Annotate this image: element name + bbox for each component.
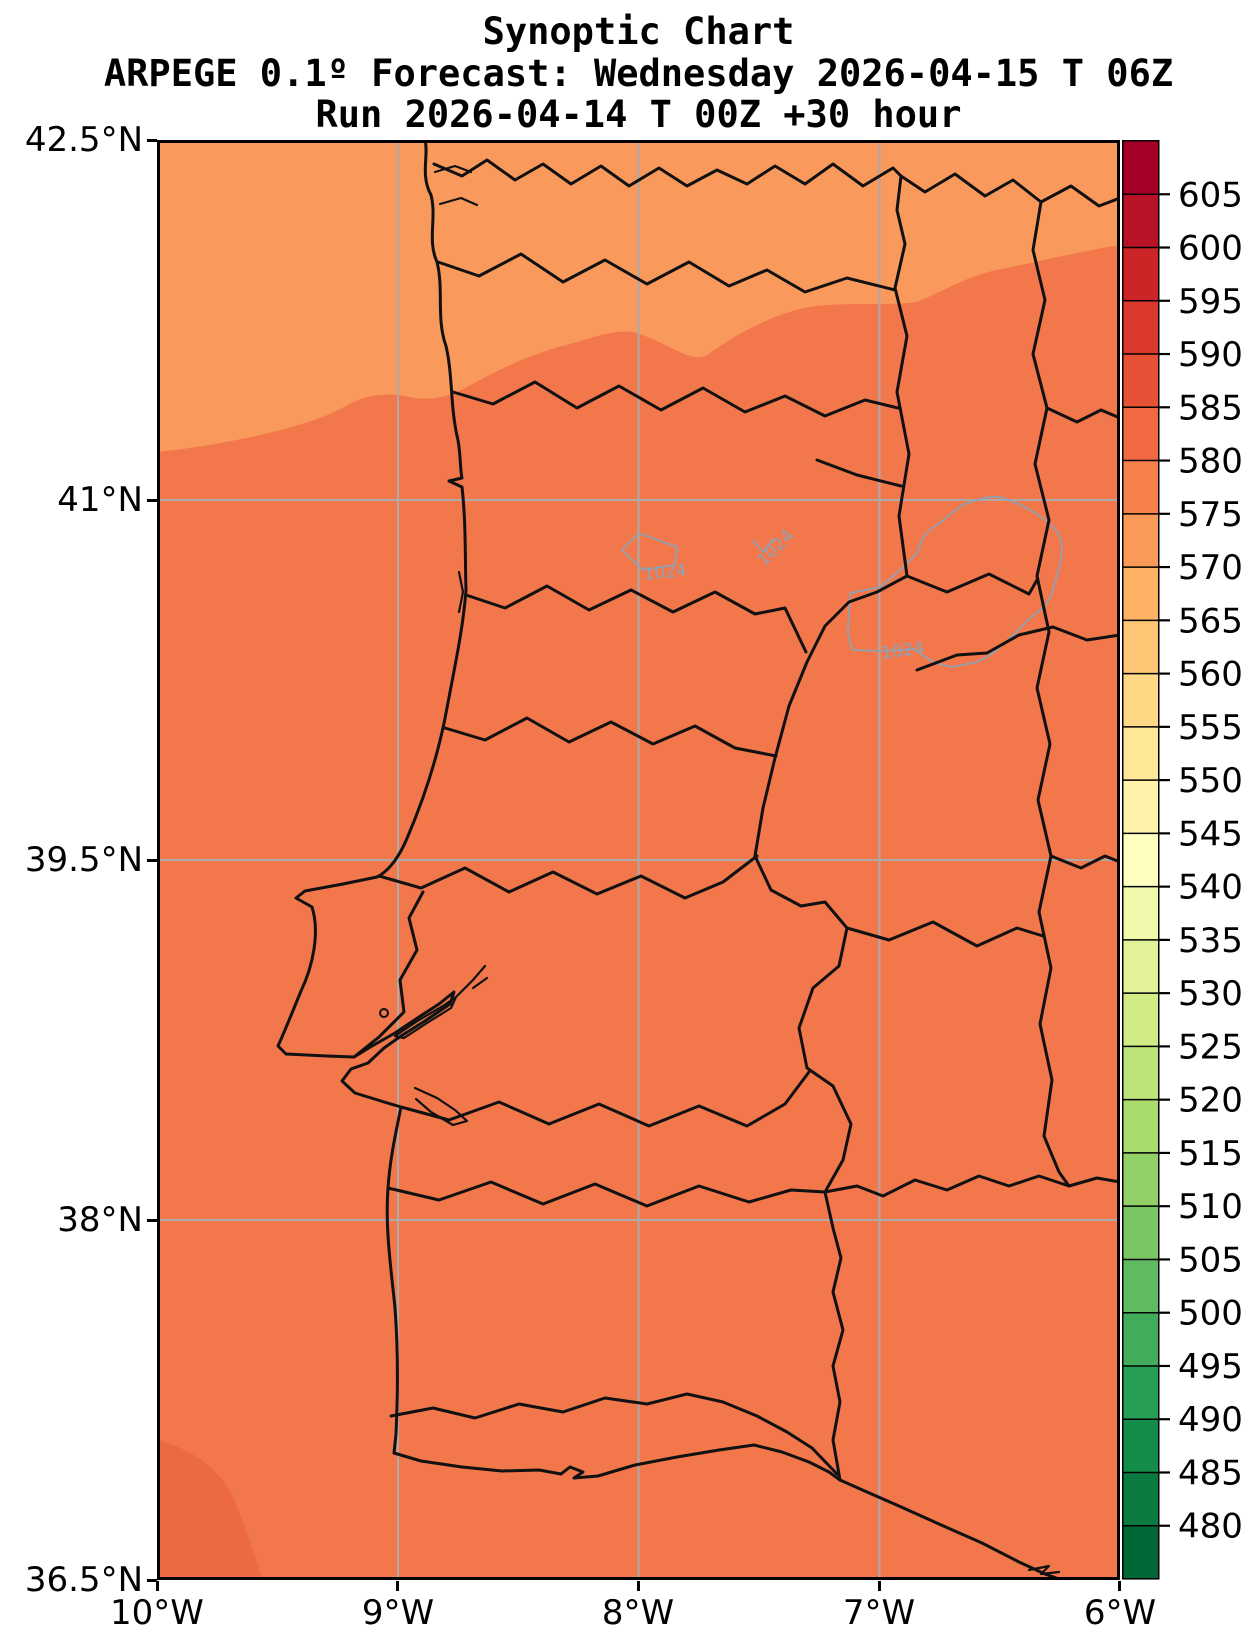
colorbar-segment [1123,1259,1159,1313]
colorbar-segment [1123,407,1159,461]
y-tick-38n: 38°N [0,1199,143,1241]
y-tick-41n: 41°N [0,479,143,521]
colorbar-tick-label: 595 [1178,282,1243,322]
colorbar-segment [1123,567,1159,621]
colorbar-tick-label: 545 [1178,814,1243,854]
chart-title: Synoptic Chart [19,10,1258,53]
colorbar-tick-label: 520 [1178,1081,1243,1121]
colorbar-segment [1123,301,1159,355]
colorbar-tick-label: 550 [1178,761,1243,801]
colorbar-tick-label: 540 [1178,868,1243,908]
colorbar-segment [1123,1206,1159,1260]
y-tickmark [147,859,157,862]
chart-run-info: Run 2026-04-14 T 00Z +30 hour [19,93,1258,136]
colorbar-tick-label: 525 [1178,1027,1243,1067]
colorbar-tick-label: 575 [1178,495,1243,535]
colorbar-segment [1123,940,1159,994]
colorbar-segment [1123,1046,1159,1100]
x-tick-9w: 9°W [318,1592,478,1634]
colorbar-tick-label: 605 [1178,175,1243,215]
y-tick-42-5n: 42.5°N [0,119,143,161]
colorbar-svg: 605 600 595 590 585 580 575 570 565 560 555 550 545 5… [1122,140,1259,1582]
colorbar-tick-label: 485 [1178,1453,1243,1493]
colorbar-tick-label: 555 [1178,708,1243,748]
colorbar-segment [1123,1419,1159,1473]
colorbar-segment [1123,1153,1159,1207]
x-tick-7w: 7°W [799,1592,959,1634]
colorbar-tick-label: 490 [1178,1400,1243,1440]
colorbar-segment [1123,514,1159,568]
x-tick-8w: 8°W [558,1592,718,1634]
colorbar-tick-label: 590 [1178,335,1243,375]
y-tickmark [147,1219,157,1222]
colorbar-tick-label: 535 [1178,921,1243,961]
map-plot-area: 1024 1024 1024 [157,140,1120,1580]
colorbar-tick-label: 505 [1178,1240,1243,1280]
y-tickmark [147,139,157,142]
colorbar-segment [1123,461,1159,515]
x-tickmark [156,1581,159,1591]
colorbar-tick-label: 580 [1178,442,1243,482]
x-tickmark [1118,1581,1121,1591]
colorbar-segment [1123,248,1159,302]
colorbar-tick-label: 500 [1178,1294,1243,1334]
colorbar-tick-label: 565 [1178,601,1243,641]
colorbar-segment [1123,1526,1159,1580]
colorbar-segment [1123,780,1159,834]
colorbar-tick-label: 530 [1178,974,1243,1014]
colorbar-tick-label: 480 [1178,1507,1243,1547]
y-tick-39-5n: 39.5°N [0,839,143,881]
colorbar-segment [1123,141,1159,195]
x-tickmark [637,1581,640,1591]
synoptic-chart-figure: Synoptic Chart ARPEGE 0.1º Forecast: Wed… [0,0,1259,1646]
x-tickmark [878,1581,881,1591]
colorbar-segment [1123,354,1159,408]
colorbar-tick-label: 570 [1178,548,1243,588]
colorbar-segment [1123,1472,1159,1526]
colorbar-tick-label: 510 [1178,1187,1243,1227]
colorbar-tick-label: 495 [1178,1347,1243,1387]
colorbar-tick-label: 515 [1178,1134,1243,1174]
colorbar-segment [1123,194,1159,248]
colorbar-segment [1123,833,1159,887]
colorbar-tick-label: 560 [1178,655,1243,695]
x-tickmark [396,1581,399,1591]
colorbar-segment [1123,887,1159,941]
colorbar-segment [1123,727,1159,781]
x-tick-10w: 10°W [77,1592,237,1634]
x-tick-6w: 6°W [1040,1592,1200,1634]
colorbar-tick-label: 585 [1178,388,1243,428]
colorbar-segment [1123,993,1159,1047]
colorbar-segment [1123,1313,1159,1367]
colorbar-segments [1123,141,1159,1580]
colorbar-tick-label: 600 [1178,229,1243,269]
colorbar-segment [1123,674,1159,728]
colorbar-segment [1123,620,1159,674]
colorbar-segment [1123,1100,1159,1154]
colorbar-segment [1123,1366,1159,1420]
chart-subtitle: ARPEGE 0.1º Forecast: Wednesday 2026-04-… [19,52,1258,95]
y-tickmark [147,499,157,502]
